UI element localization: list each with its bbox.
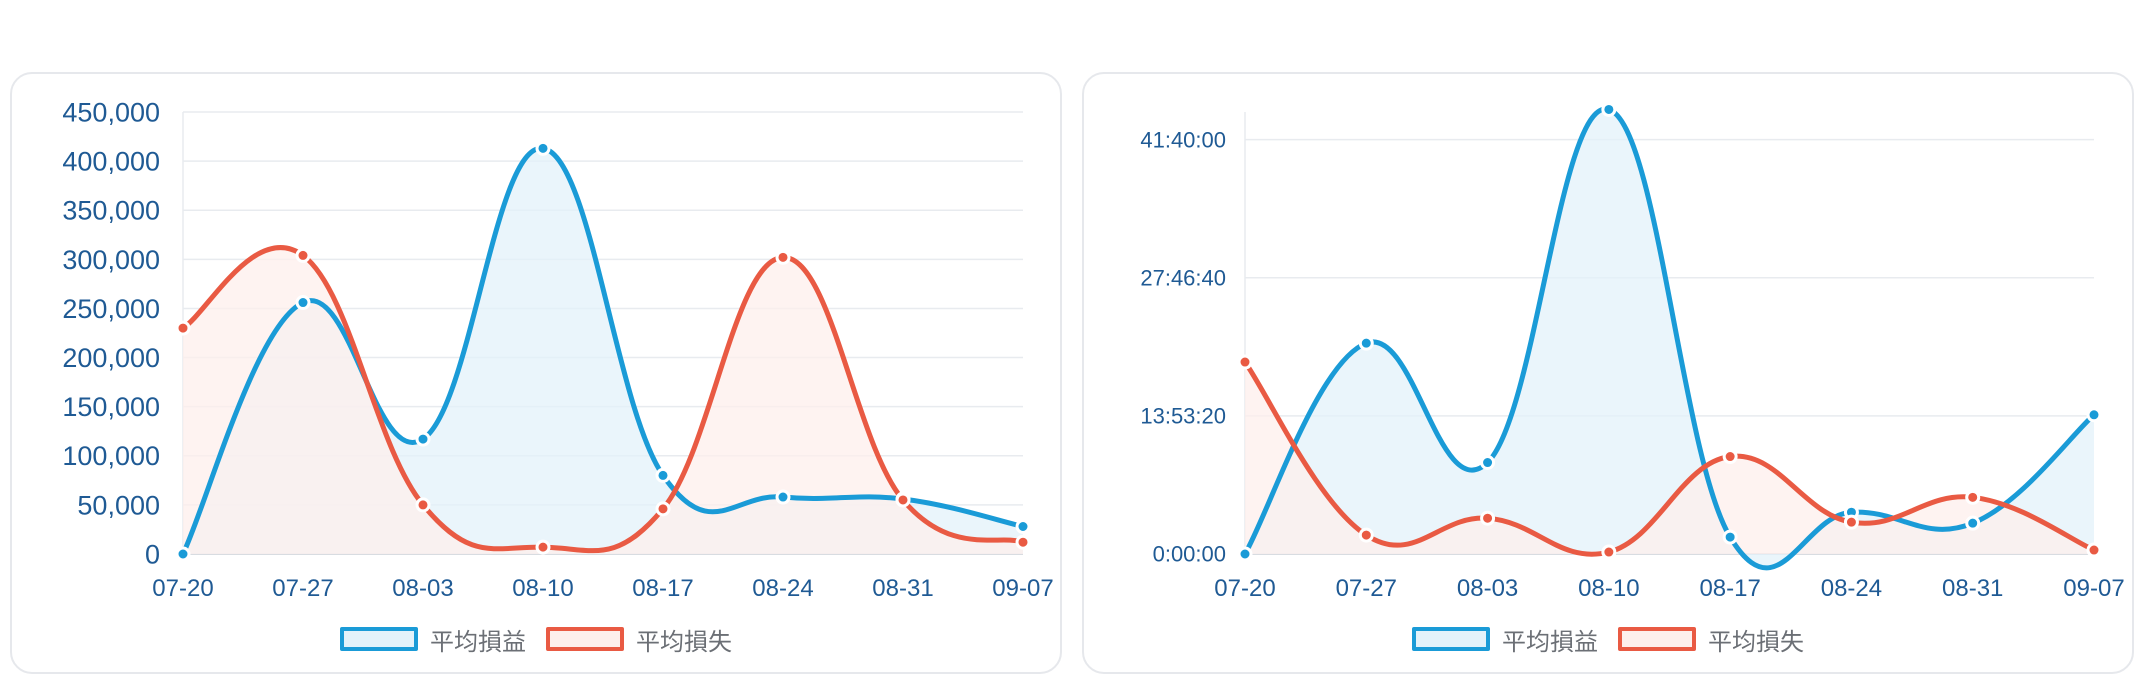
area-loss (183, 247, 1023, 554)
x-tick-label: 07-27 (1336, 575, 1397, 602)
x-tick-label: 08-24 (1821, 575, 1882, 602)
y-tick-label: 300,000 (62, 245, 160, 275)
y-tick-label: 0:00:00 (1153, 542, 1226, 567)
legend-item-profit[interactable]: 平均損益 (1412, 622, 1598, 657)
y-tick-label: 27:46:40 (1140, 265, 1226, 290)
point-loss (1480, 510, 1496, 526)
point-loss (775, 249, 791, 265)
x-tick-label: 08-17 (1699, 575, 1760, 602)
y-tick-label: 100,000 (62, 441, 160, 471)
point-loss (535, 539, 551, 555)
point-loss (175, 320, 191, 336)
point-profit (295, 295, 311, 311)
x-tick-label: 08-24 (752, 575, 813, 602)
legend-label-profit: 平均損益 (430, 627, 526, 656)
x-tick-label: 07-20 (1214, 575, 1275, 602)
point-profit (1358, 335, 1374, 351)
legend-swatch-profit (340, 627, 418, 651)
point-profit (535, 140, 551, 156)
point-loss (1722, 449, 1738, 465)
y-tick-label: 41:40:00 (1140, 127, 1226, 152)
legend-item-loss[interactable]: 平均損失 (546, 622, 732, 657)
point-loss (1601, 544, 1617, 560)
area-loss (1245, 362, 2094, 555)
line-profit (1242, 106, 2097, 571)
x-tick-label: 09-07 (2063, 575, 2124, 602)
point-profit (415, 431, 431, 447)
x-tick-label: 08-03 (1457, 575, 1518, 602)
point-loss (1843, 514, 1859, 530)
legend-label-loss: 平均損失 (636, 627, 732, 656)
point-profit (2086, 407, 2102, 423)
y-tick-label: 400,000 (62, 147, 160, 177)
point-loss (895, 492, 911, 508)
area-profit (1245, 108, 2094, 568)
x-tick-label: 08-17 (632, 575, 693, 602)
x-tick-label: 08-10 (1578, 575, 1639, 602)
point-profit (655, 467, 671, 483)
point-loss (1358, 527, 1374, 543)
line-loss (180, 245, 1026, 554)
point-loss (655, 501, 671, 517)
point-profit (1722, 529, 1738, 545)
point-profit (175, 546, 191, 562)
y-tick-label: 50,000 (77, 490, 160, 520)
point-profit (1965, 515, 1981, 531)
chart-right: 0:00:00 13:53:20 27:46:40 41:40:00 07-20 07-2… (1140, 101, 2125, 602)
chart-panel-left: 0 50,000 100,000 150,000 200,000 250,000 300,0… (10, 72, 1062, 674)
chart-panel-right: 0:00:00 13:53:20 27:46:40 41:40:00 07-20 07-2… (1082, 72, 2134, 674)
point-loss (295, 247, 311, 263)
x-tick-label: 07-20 (152, 575, 213, 602)
x-tick-label: 08-10 (512, 575, 573, 602)
legend-label-loss: 平均損失 (1708, 627, 1804, 656)
y-tick-label: 450,000 (62, 97, 160, 127)
legend-swatch-loss (546, 627, 624, 651)
x-tick-label: 07-27 (272, 575, 333, 602)
legend-left: 平均損益 平均損失 (12, 622, 1060, 657)
legend-item-profit[interactable]: 平均損益 (340, 622, 526, 657)
y-tick-label: 0 (145, 539, 160, 569)
x-tick-label: 08-31 (872, 575, 933, 602)
point-profit (1480, 455, 1496, 471)
point-loss (1965, 489, 1981, 505)
point-profit (1015, 518, 1031, 534)
x-tick-label: 09-07 (992, 575, 1053, 602)
point-profit (775, 489, 791, 505)
x-tick-label: 08-03 (392, 575, 453, 602)
legend-right: 平均損益 平均損失 (1084, 622, 2132, 657)
y-tick-label: 250,000 (62, 294, 160, 324)
point-loss (1015, 534, 1031, 550)
point-loss (1237, 354, 1253, 370)
point-profit (1237, 546, 1253, 562)
legend-label-profit: 平均損益 (1502, 627, 1598, 656)
legend-swatch-loss (1618, 627, 1696, 651)
x-tick-label: 08-31 (1942, 575, 2003, 602)
point-loss (415, 497, 431, 513)
y-tick-label: 200,000 (62, 343, 160, 373)
point-loss (2086, 542, 2102, 558)
y-tick-label: 150,000 (62, 392, 160, 422)
legend-item-loss[interactable]: 平均損失 (1618, 622, 1804, 657)
legend-swatch-profit (1412, 627, 1490, 651)
point-profit (1601, 101, 1617, 117)
y-tick-label: 13:53:20 (1140, 404, 1226, 429)
y-tick-label: 350,000 (62, 196, 160, 226)
chart-left: 0 50,000 100,000 150,000 200,000 250,000 300,0… (62, 97, 1053, 602)
